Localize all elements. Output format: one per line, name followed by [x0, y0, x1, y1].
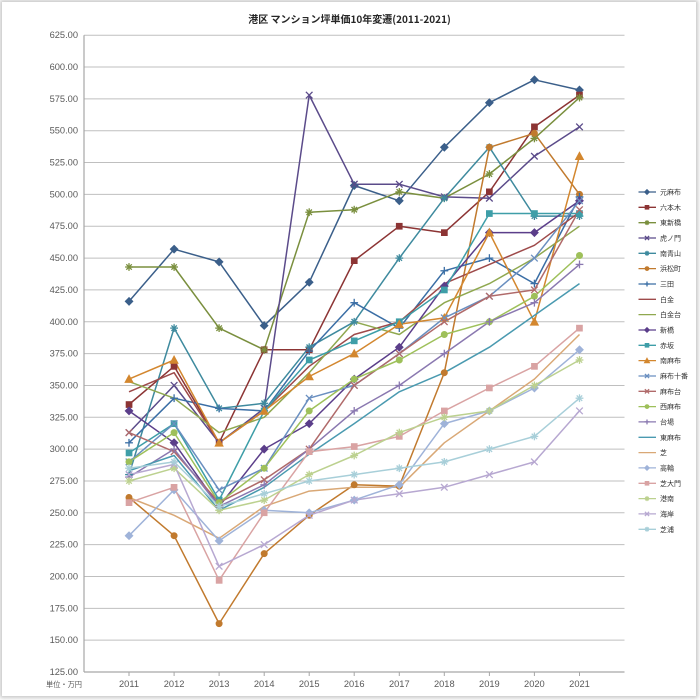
- svg-text:300.00: 300.00: [50, 444, 78, 454]
- svg-text:625.00: 625.00: [50, 30, 78, 40]
- svg-text:575.00: 575.00: [50, 94, 78, 104]
- svg-text:虎ノ門: 虎ノ門: [660, 234, 681, 244]
- svg-text:白金台: 白金台: [660, 310, 681, 320]
- svg-text:2012: 2012: [164, 679, 185, 689]
- svg-text:2018: 2018: [434, 679, 455, 689]
- svg-text:白金: 白金: [660, 295, 674, 305]
- svg-text:麻布十番: 麻布十番: [660, 372, 688, 382]
- svg-text:2017: 2017: [389, 679, 410, 689]
- svg-text:西麻布: 西麻布: [660, 402, 681, 412]
- svg-text:高輪: 高輪: [660, 463, 674, 473]
- svg-text:2016: 2016: [344, 679, 365, 689]
- svg-text:麻布台: 麻布台: [660, 387, 681, 397]
- svg-text:275.00: 275.00: [50, 476, 78, 486]
- svg-text:東麻布: 東麻布: [660, 433, 681, 443]
- svg-text:500.00: 500.00: [50, 189, 78, 199]
- svg-text:375.00: 375.00: [50, 349, 78, 359]
- svg-text:600.00: 600.00: [50, 62, 78, 72]
- svg-text:赤坂: 赤坂: [660, 341, 674, 351]
- svg-text:325.00: 325.00: [50, 412, 78, 422]
- svg-text:400.00: 400.00: [50, 317, 78, 327]
- svg-text:台場: 台場: [660, 417, 674, 427]
- svg-text:200.00: 200.00: [50, 572, 78, 582]
- svg-text:芝: 芝: [660, 448, 667, 458]
- svg-text:六本木: 六本木: [660, 203, 681, 213]
- svg-text:三田: 三田: [660, 280, 674, 290]
- svg-text:350.00: 350.00: [50, 380, 78, 390]
- svg-text:芝浦: 芝浦: [660, 525, 674, 535]
- svg-text:2021: 2021: [569, 679, 590, 689]
- svg-text:2015: 2015: [299, 679, 320, 689]
- svg-text:475.00: 475.00: [50, 221, 78, 231]
- svg-text:2020: 2020: [524, 679, 545, 689]
- svg-text:525.00: 525.00: [50, 158, 78, 168]
- svg-text:2011: 2011: [119, 679, 139, 689]
- svg-text:225.00: 225.00: [50, 540, 78, 550]
- svg-text:175.00: 175.00: [50, 603, 78, 613]
- svg-text:450.00: 450.00: [50, 253, 78, 263]
- svg-text:浜松町: 浜松町: [660, 264, 681, 274]
- svg-text:425.00: 425.00: [50, 285, 78, 295]
- svg-text:元麻布: 元麻布: [660, 188, 681, 198]
- svg-text:東新橋: 東新橋: [660, 218, 681, 228]
- svg-text:150.00: 150.00: [50, 635, 78, 645]
- svg-text:南麻布: 南麻布: [660, 356, 681, 366]
- svg-text:芝大門: 芝大門: [660, 479, 681, 489]
- svg-text:港南: 港南: [660, 494, 674, 504]
- svg-text:125.00: 125.00: [50, 667, 78, 677]
- svg-text:海岸: 海岸: [660, 509, 674, 519]
- svg-text:2013: 2013: [209, 679, 230, 689]
- svg-text:2019: 2019: [479, 679, 500, 689]
- svg-text:南青山: 南青山: [660, 249, 681, 259]
- svg-text:250.00: 250.00: [50, 508, 78, 518]
- svg-text:新橋: 新橋: [660, 326, 674, 336]
- svg-text:550.00: 550.00: [50, 126, 78, 136]
- svg-text:2014: 2014: [254, 679, 275, 689]
